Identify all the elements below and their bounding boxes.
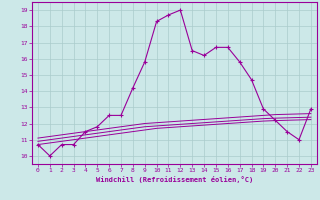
X-axis label: Windchill (Refroidissement éolien,°C): Windchill (Refroidissement éolien,°C) [96,176,253,183]
